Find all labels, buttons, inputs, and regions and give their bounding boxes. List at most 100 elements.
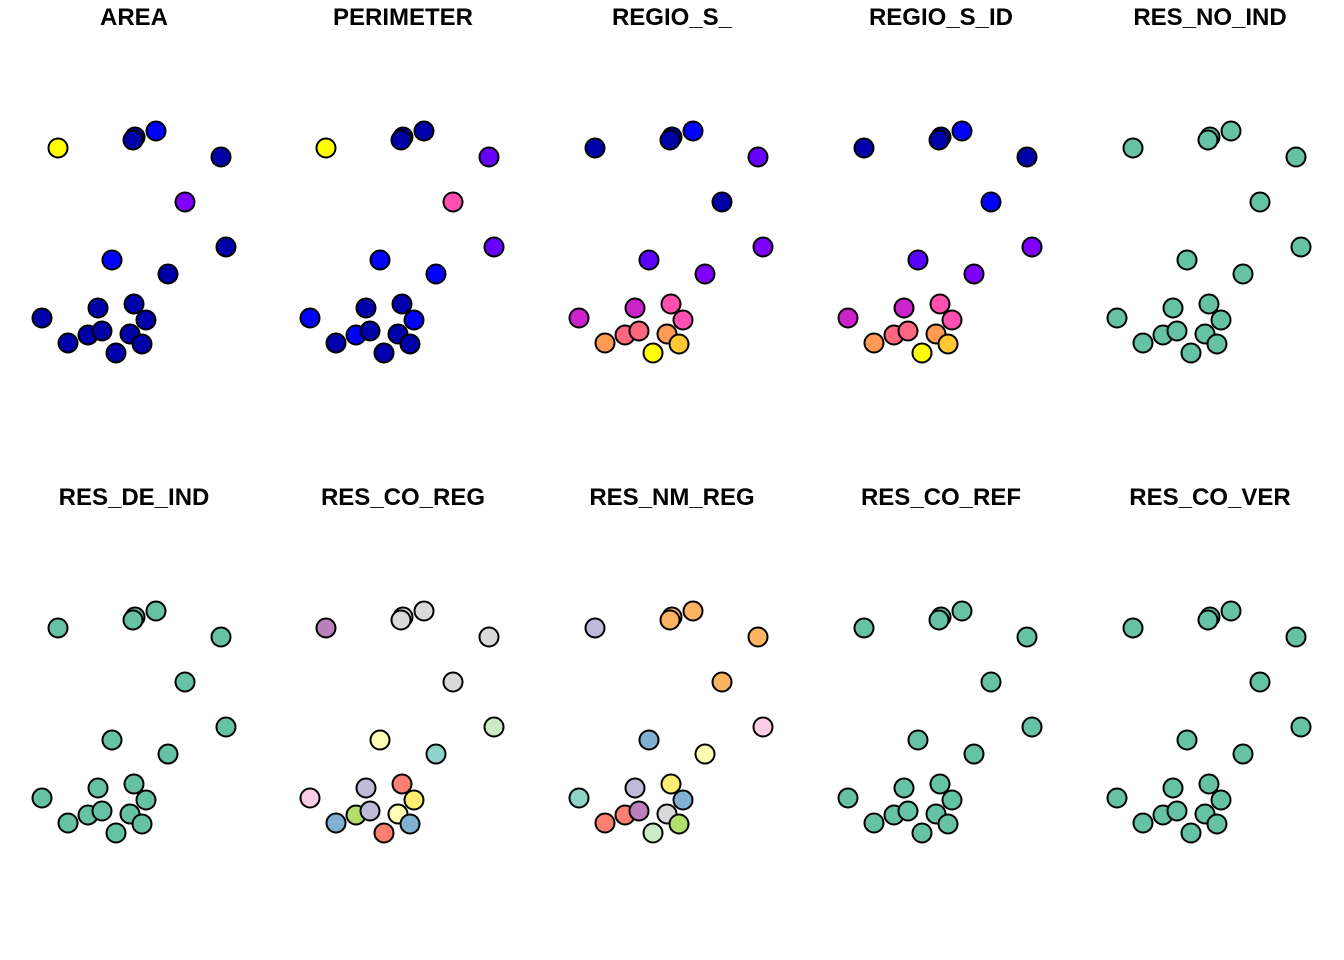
panel-title: RES_DE_IND	[59, 484, 210, 511]
map-point	[315, 137, 337, 159]
map-point	[131, 333, 153, 355]
map-point	[584, 137, 606, 159]
map-point	[863, 812, 885, 834]
map-point	[369, 729, 391, 751]
map-point	[951, 120, 973, 142]
map-point	[355, 777, 377, 799]
map-point	[928, 129, 950, 151]
map-point	[1206, 813, 1228, 835]
map-point	[624, 297, 646, 319]
map-point	[584, 617, 606, 639]
map-point	[853, 137, 875, 159]
map-point	[659, 609, 681, 631]
map-point	[907, 249, 929, 271]
map-point	[91, 320, 113, 342]
map-point	[1197, 129, 1219, 151]
map-point	[1285, 146, 1307, 168]
map-point	[47, 137, 69, 159]
map-panel-res-nm-reg: RES_NM_REG	[568, 484, 774, 844]
map-point	[1162, 297, 1184, 319]
map-point	[483, 716, 505, 738]
map-point	[105, 342, 127, 364]
map-point	[87, 777, 109, 799]
map-panel-perimeter: PERIMETER	[299, 4, 505, 364]
map-point	[928, 609, 950, 631]
map-point	[299, 787, 321, 809]
map-panel-res-co-ref: RES_CO_REF	[837, 484, 1043, 844]
map-point	[672, 309, 694, 331]
map-point	[941, 789, 963, 811]
map-point	[624, 777, 646, 799]
map-panel-regio-s-: REGIO_S_	[568, 4, 774, 364]
map-point	[929, 293, 951, 315]
map-point	[391, 773, 413, 795]
panel-title: AREA	[100, 4, 168, 31]
map-point	[413, 600, 435, 622]
map-point	[355, 297, 377, 319]
map-point	[174, 191, 196, 213]
map-point	[157, 263, 179, 285]
map-point	[668, 333, 690, 355]
map-point	[425, 743, 447, 765]
map-panel-res-co-reg: RES_CO_REG	[299, 484, 505, 844]
map-point	[682, 600, 704, 622]
map-point	[210, 146, 232, 168]
map-point	[568, 307, 590, 329]
map-point	[1180, 342, 1202, 364]
map-point	[57, 812, 79, 834]
panel-title: RES_NM_REG	[589, 484, 754, 511]
map-point	[747, 626, 769, 648]
map-point	[399, 333, 421, 355]
map-point	[131, 813, 153, 835]
map-point	[105, 822, 127, 844]
map-point	[359, 800, 381, 822]
map-point	[752, 716, 774, 738]
map-point	[390, 129, 412, 151]
map-point	[399, 813, 421, 835]
map-point	[980, 671, 1002, 693]
map-point	[442, 191, 464, 213]
map-point	[1198, 293, 1220, 315]
map-point	[711, 671, 733, 693]
map-point	[1176, 729, 1198, 751]
map-point	[980, 191, 1002, 213]
map-point	[483, 236, 505, 258]
map-point	[1232, 743, 1254, 765]
map-point	[1021, 236, 1043, 258]
map-point	[937, 813, 959, 835]
map-point	[929, 773, 951, 795]
map-point	[1122, 617, 1144, 639]
map-point	[711, 191, 733, 213]
map-point	[659, 129, 681, 151]
map-point	[907, 729, 929, 751]
map-point	[1232, 263, 1254, 285]
map-point	[1290, 716, 1312, 738]
map-point	[135, 789, 157, 811]
map-point	[325, 332, 347, 354]
map-point	[694, 263, 716, 285]
panel-title: RES_CO_REG	[321, 484, 485, 511]
map-point	[123, 773, 145, 795]
map-point	[57, 332, 79, 354]
map-point	[628, 800, 650, 822]
map-point	[1016, 146, 1038, 168]
map-point	[101, 249, 123, 271]
map-point	[951, 600, 973, 622]
map-point	[1249, 191, 1271, 213]
map-point	[568, 787, 590, 809]
panel-title: RES_NO_IND	[1133, 4, 1286, 31]
map-point	[638, 729, 660, 751]
map-point	[390, 609, 412, 631]
map-panel-area: AREA	[31, 4, 237, 364]
map-point	[863, 332, 885, 354]
map-point	[937, 333, 959, 355]
map-point	[101, 729, 123, 751]
map-point	[837, 307, 859, 329]
map-point	[145, 600, 167, 622]
map-point	[478, 146, 500, 168]
map-point	[642, 342, 664, 364]
map-point	[87, 297, 109, 319]
map-panel-regio-s-id: REGIO_S_ID	[837, 4, 1043, 364]
map-point	[1021, 716, 1043, 738]
